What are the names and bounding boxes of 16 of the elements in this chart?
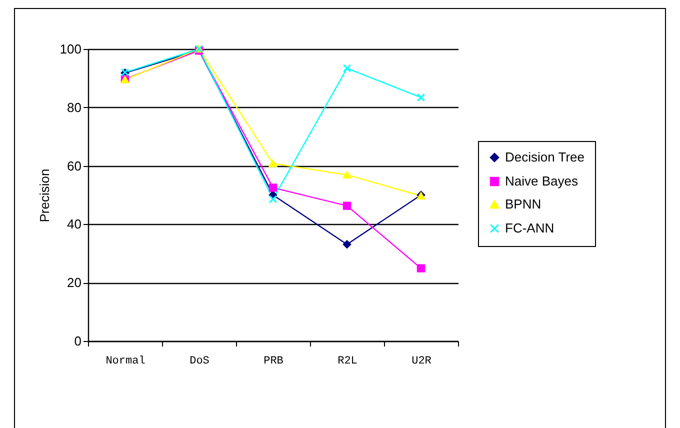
legend-label: FC-ANN [505, 220, 554, 236]
x-tick-label: DoS [190, 356, 210, 368]
y-tick-label: 80 [67, 100, 82, 115]
x-tick-label: Normal [106, 356, 146, 368]
y-tick-label: 0 [74, 334, 82, 348]
legend-label: Naive Bayes [505, 174, 578, 188]
x-tick-label: U2R [412, 356, 432, 368]
x-tick-label: R2L [338, 356, 358, 368]
y-tick-label: 100 [60, 42, 82, 56]
y-tick-label: 60 [67, 158, 82, 174]
y-axis-title: Precision [36, 168, 52, 222]
y-tick-label: 20 [67, 275, 82, 290]
x-tick-label: PRB [264, 356, 284, 368]
y-tick-label: 40 [67, 216, 82, 232]
legend-label: BPNN [505, 196, 542, 212]
legend-label: Decision Tree [505, 150, 584, 164]
